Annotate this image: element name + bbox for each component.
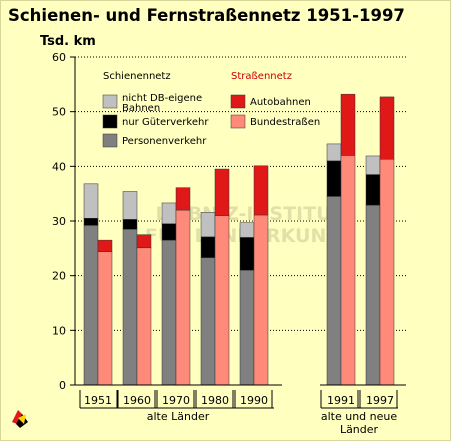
legend-swatch — [230, 94, 246, 109]
bar-nicht-db-eigene-bahnen-1951 — [83, 183, 99, 219]
bar-personenverkehr-1991 — [326, 196, 342, 386]
bar-bundestra-en-1951 — [97, 251, 113, 386]
x-group-label: alte Länder — [147, 410, 210, 423]
bar-nicht-db-eigene-bahnen-1960 — [122, 191, 138, 220]
bar-bundestra-en-1980 — [214, 215, 230, 386]
bar-nicht-db-eigene-bahnen-1990 — [239, 222, 255, 238]
legend-swatch — [230, 114, 246, 129]
bar-bundestra-en-1970 — [175, 209, 191, 386]
bar-personenverkehr-1980 — [200, 257, 216, 386]
legend-label: Autobahnen — [250, 97, 311, 108]
bar-nur-g-terverkehr-1951 — [83, 218, 99, 226]
chart-title: Schienen- und Fernstraßennetz 1951-1997 — [8, 6, 405, 25]
legend-label: nicht DB-eigene — [122, 93, 202, 104]
bar-autobahnen-1970 — [175, 187, 191, 211]
y-tick-label: 0 — [59, 379, 66, 392]
bars — [83, 93, 395, 386]
legend-swatch — [102, 94, 118, 109]
bar-autobahnen-1997 — [379, 96, 395, 160]
x-tick-label: 1990 — [240, 394, 268, 407]
bar-personenverkehr-1970 — [161, 239, 177, 386]
bar-nicht-db-eigene-bahnen-1980 — [200, 212, 216, 238]
legend-title-strassennetz: Straßennetz — [231, 71, 292, 82]
x-tick-label: 1960 — [123, 394, 151, 407]
bar-nur-g-terverkehr-1997 — [365, 174, 381, 206]
legend-title-schienennetz: Schienennetz — [103, 71, 171, 82]
legend-swatch — [102, 133, 118, 148]
legend-label: Personenverkehr — [122, 136, 207, 147]
axes: 0 10 20 30 40 50 60 1951 1960 1970 1980 1990 1991 199… — [52, 51, 406, 436]
bar-nicht-db-eigene-bahnen-1970 — [161, 202, 177, 224]
bar-bundestra-en-1991 — [340, 155, 356, 386]
bar-autobahnen-1960 — [136, 234, 152, 249]
x-tick-label: 1951 — [84, 394, 112, 407]
y-tick-label: 30 — [52, 215, 66, 228]
bar-nur-g-terverkehr-1991 — [326, 160, 342, 197]
bar-autobahnen-1990 — [253, 165, 269, 216]
y-tick-label: 40 — [52, 160, 66, 173]
bar-autobahnen-1991 — [340, 93, 356, 156]
legend-label: nur Güterverkehr — [122, 117, 209, 128]
logo-icon — [12, 410, 28, 428]
bar-nicht-db-eigene-bahnen-1991 — [326, 143, 342, 162]
bar-nur-g-terverkehr-1960 — [122, 219, 138, 230]
bar-nur-g-terverkehr-1970 — [161, 223, 177, 241]
x-group-label: alte und neue — [321, 410, 398, 423]
legend-label: Bahnen — [122, 103, 160, 114]
x-group-label: Länder — [340, 423, 379, 436]
y-tick-label: 20 — [52, 270, 66, 283]
bar-nur-g-terverkehr-1990 — [239, 237, 255, 271]
bar-bundestra-en-1990 — [253, 214, 269, 386]
bar-bundestra-en-1960 — [136, 247, 152, 386]
legend-label: Bundestraßen — [250, 117, 320, 128]
bar-personenverkehr-1960 — [122, 228, 138, 386]
y-axis-label: Tsd. km — [40, 34, 96, 49]
y-tick-label: 10 — [52, 324, 66, 337]
bar-autobahnen-1980 — [214, 168, 230, 216]
x-tick-label: 1980 — [201, 394, 229, 407]
bar-bundestra-en-1997 — [379, 158, 395, 386]
bar-personenverkehr-1951 — [83, 225, 99, 386]
x-tick-label: 1997 — [366, 394, 394, 407]
x-tick-label: 1991 — [327, 394, 355, 407]
bar-autobahnen-1951 — [97, 239, 113, 252]
legend: Schienennetz Straßennetz nicht DB-eigeneBa… — [102, 71, 320, 148]
y-tick-label: 50 — [52, 106, 66, 119]
bar-personenverkehr-1990 — [239, 269, 255, 386]
bar-nur-g-terverkehr-1980 — [200, 236, 216, 258]
bar-nicht-db-eigene-bahnen-1997 — [365, 155, 381, 175]
x-tick-label: 1970 — [162, 394, 190, 407]
y-tick-label: 60 — [52, 51, 66, 64]
legend-swatch — [102, 114, 118, 129]
bar-personenverkehr-1997 — [365, 204, 381, 386]
